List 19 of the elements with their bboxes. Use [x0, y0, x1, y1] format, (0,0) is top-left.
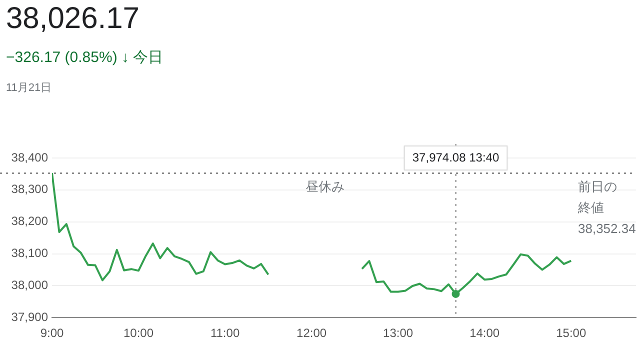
chart-subtitle: −326.17 (0.85%) ↓ 今日 [6, 48, 164, 67]
x-tick-label: 9:00 [40, 326, 64, 340]
y-tick-label: 38,400 [11, 150, 48, 164]
y-tick-label: 38,300 [11, 182, 48, 196]
y-tick-label: 38,100 [11, 246, 48, 260]
x-tick-label: 13:00 [383, 326, 414, 340]
x-tick-label: 14:00 [470, 326, 500, 340]
chart-title: 38,026.17 [6, 2, 140, 36]
y-tick-label: 38,200 [11, 214, 48, 228]
x-tick-label: 15:00 [556, 326, 586, 340]
x-tick-label: 10:00 [124, 326, 154, 340]
annotation: 昼休み [306, 178, 345, 194]
x-tick-label: 11:00 [210, 326, 240, 340]
x-tick-label: 12:00 [296, 326, 327, 340]
y-tick-label: 38,000 [11, 278, 48, 292]
ref-line-label: 前日の終値 38,352.34 [577, 178, 636, 236]
annotation: 37,974.08 13:40 [412, 150, 500, 164]
y-tick-label: 37,900 [11, 310, 48, 324]
text: 11月21日 [6, 81, 52, 95]
